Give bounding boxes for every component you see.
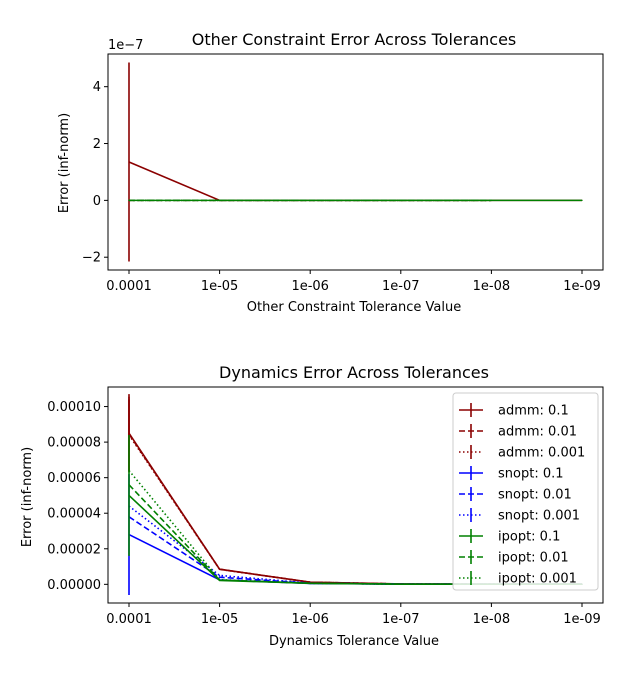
bottom-chart-title: Dynamics Error Across Tolerances — [219, 363, 489, 382]
series-5 — [128, 199, 492, 202]
legend-entry: snopt: 0.01 — [459, 487, 572, 503]
series-0 — [128, 62, 583, 262]
data-point — [128, 161, 130, 163]
data-point — [309, 582, 311, 584]
x-tick-label: 1e-07 — [382, 279, 420, 294]
legend-label: snopt: 0.1 — [498, 467, 564, 482]
legend-label: ipopt: 0.001 — [498, 572, 577, 587]
top-chart-title: Other Constraint Error Across Tolerances — [192, 30, 517, 49]
x-tick-label: 1e-09 — [563, 612, 601, 627]
x-tick-label: 0.0001 — [106, 279, 152, 294]
y-tick-label: 0 — [93, 194, 101, 209]
data-point — [219, 568, 221, 571]
data-point — [128, 199, 130, 201]
data-point — [400, 199, 402, 201]
y-tick-label: 2 — [93, 137, 101, 152]
top-chart-plot-area — [107, 53, 604, 271]
legend-entry: snopt: 0.1 — [459, 466, 564, 482]
data-point — [400, 583, 402, 585]
data-point — [128, 469, 130, 472]
y-tick-label: 0.00002 — [47, 542, 101, 557]
top-chart-y-axis-label: Error (inf-norm) — [57, 113, 72, 213]
data-point — [219, 199, 221, 201]
legend-entry: admm: 0.01 — [459, 424, 577, 440]
x-tick-label: 1e-07 — [382, 612, 420, 627]
legend-label: snopt: 0.001 — [498, 509, 580, 524]
legend-label: snopt: 0.01 — [498, 488, 572, 503]
x-tick-label: 1e-05 — [201, 279, 239, 294]
bottom-chart: Dynamics Error Across Tolerances Dynamic… — [20, 363, 604, 649]
plot-frame — [107, 386, 604, 604]
data-point — [219, 579, 221, 581]
top-chart-y-offset-label: 1e−7 — [108, 38, 143, 53]
legend-entry: admm: 0.001 — [459, 445, 585, 461]
legend-label: admm: 0.001 — [498, 446, 585, 461]
x-tick-label: 1e-08 — [473, 279, 511, 294]
legend-entry: ipopt: 0.1 — [459, 529, 560, 545]
legend-entry: ipopt: 0.01 — [459, 550, 569, 566]
top-chart-ticks: 0.0001 1e-05 1e-06 1e-07 1e-08 1e-09 −2 0 2 4 — [82, 80, 601, 294]
data-point — [309, 199, 311, 201]
data-point — [219, 576, 221, 578]
x-tick-label: 1e-05 — [201, 612, 239, 627]
plot-frame — [107, 53, 604, 271]
legend-entry: snopt: 0.001 — [459, 508, 580, 524]
y-tick-label: 0.00006 — [47, 471, 101, 486]
bottom-chart-x-axis-label: Dynamics Tolerance Value — [269, 634, 439, 649]
x-tick-label: 0.0001 — [106, 612, 152, 627]
x-tick-label: 1e-06 — [291, 612, 329, 627]
series-line — [128, 161, 582, 202]
y-tick-label: −2 — [82, 251, 101, 266]
legend-box — [452, 392, 599, 591]
top-chart-x-axis-label: Other Constraint Tolerance Value — [247, 300, 461, 315]
legend-label: ipopt: 0.1 — [498, 530, 560, 545]
data-point — [490, 199, 492, 201]
top-chart: Other Constraint Error Across Tolerances… — [57, 30, 604, 315]
legend-label: ipopt: 0.01 — [498, 551, 569, 566]
x-tick-label: 1e-09 — [563, 279, 601, 294]
y-tick-label: 0.00008 — [47, 436, 101, 451]
legend-label: admm: 0.1 — [498, 404, 569, 419]
y-tick-label: 4 — [93, 80, 101, 95]
bottom-chart-legend: admm: 0.1 admm: 0.01 admm: 0.001 snopt: 0.1… — [452, 392, 599, 591]
y-tick-label: 0.00000 — [47, 578, 101, 593]
x-tick-label: 1e-08 — [473, 612, 511, 627]
bottom-chart-ticks: 0.0001 1e-05 1e-06 1e-07 1e-08 1e-09 0.00000 0.… — [47, 400, 601, 627]
x-tick-label: 1e-06 — [291, 279, 329, 294]
y-tick-label: 0.00004 — [47, 507, 101, 522]
data-point — [581, 199, 583, 201]
bottom-chart-y-axis-label: Error (inf-norm) — [20, 447, 35, 547]
legend-entry: ipopt: 0.001 — [459, 571, 577, 587]
data-point — [128, 484, 130, 486]
data-point — [128, 494, 130, 497]
legend-label: admm: 0.01 — [498, 425, 577, 440]
legend-entry: admm: 0.1 — [459, 403, 569, 419]
data-point — [219, 574, 221, 577]
y-tick-label: 0.00010 — [47, 400, 101, 415]
